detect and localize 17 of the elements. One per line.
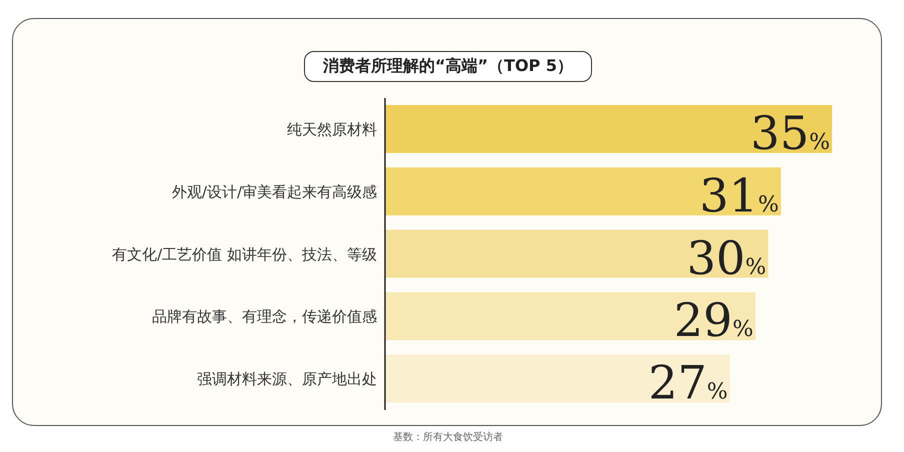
text: 基数：所有大食饮受访者 [392,430,504,444]
y-tick-label: 有文化/工艺价值 如讲年份、技法、等级 [112,245,377,264]
data-label: 29% [674,293,754,348]
bar [385,230,768,278]
chart-title: 消费者所理解的“高端”（TOP 5） [304,51,592,82]
bar [385,354,730,403]
data-label: 31% [699,168,779,222]
bar [385,105,832,153]
bar [385,292,756,340]
bar [385,167,781,216]
y-tick-label: 外观/设计/审美看起来有高级感 [172,182,377,201]
data-label: 35% [750,106,830,160]
y-tick-label: 纯天然原材料 [287,120,377,139]
data-label: 27% [648,356,728,410]
data-label: 30% [686,230,766,285]
y-tick-label: 强调材料来源、原产地出处 [197,370,377,388]
y-tick-label: 品牌有故事、有理念，传递价值感 [152,308,377,326]
